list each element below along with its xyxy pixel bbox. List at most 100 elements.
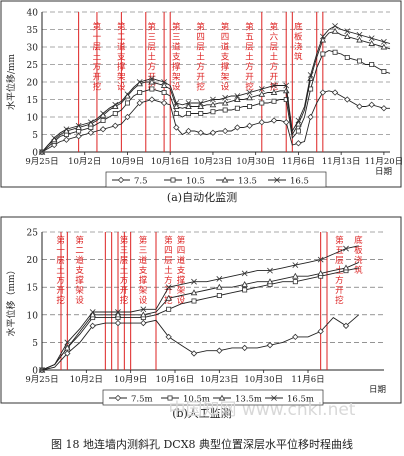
legend-marker	[170, 177, 176, 183]
stage-annotation-char: 道	[177, 255, 186, 266]
y-tick-label: 40	[27, 9, 39, 19]
stage-annotation-char: 方	[245, 62, 254, 73]
data-point	[246, 122, 253, 129]
y-tick-label: 25	[27, 229, 39, 239]
stage-annotation-char: 设	[117, 82, 126, 93]
stage-annotation-char: 三	[172, 33, 181, 43]
stage-annotation-char: 第	[93, 22, 102, 33]
data-point	[210, 96, 216, 103]
stage-annotation-char: 方	[164, 275, 173, 286]
stage-annotation-char: 道	[75, 255, 84, 266]
stage-annotation-char: 底	[354, 235, 363, 246]
stage-annotation-char: 层	[245, 43, 254, 53]
stage-annotation-char: 板	[354, 245, 363, 256]
stage-annotation-char: 方	[56, 275, 65, 286]
data-point	[140, 319, 147, 327]
series-line-7.5m	[41, 314, 359, 371]
watermark: 中国知网 www.cnki.net	[169, 400, 356, 420]
data-point	[343, 245, 349, 252]
data-point	[295, 128, 301, 134]
data-point	[100, 118, 106, 123]
x-tick-label: 11月6日	[291, 375, 324, 385]
stage-annotation-char: 方	[120, 275, 129, 286]
series-line-13.5	[41, 30, 391, 153]
stage-annotation-char: 第	[172, 22, 181, 33]
stage-annotation-char: 三	[120, 246, 129, 256]
legend-marker	[114, 394, 122, 402]
chart-caption: (b)人工监测	[172, 407, 232, 420]
stage-annotation-char: 道	[221, 42, 230, 53]
data-point	[246, 89, 253, 96]
y-tick-label: 30	[27, 44, 39, 54]
data-point	[160, 99, 168, 107]
data-point	[241, 281, 248, 287]
data-point	[221, 127, 229, 135]
data-point	[259, 100, 265, 106]
data-point	[295, 140, 302, 147]
stage-annotation-char: 第	[56, 235, 65, 246]
data-point	[115, 309, 121, 315]
stage-annotation-char: 第	[164, 235, 173, 246]
stage-annotation-char: 开	[164, 286, 173, 296]
stage-annotation: 第四道支撑架设	[177, 235, 186, 306]
x-tick-label: 10月2日	[70, 375, 103, 385]
y-axis-label: 水平位移/mm	[5, 53, 17, 110]
data-point	[148, 96, 156, 103]
data-point	[234, 124, 241, 131]
data-point	[344, 55, 350, 60]
data-point	[282, 87, 290, 94]
stage-annotation-char: 层	[196, 43, 205, 53]
figure-caption: 图 18 地连墙内测斜孔 DCX8 典型位置深层水平位移时程曲线	[51, 437, 353, 451]
stage-annotation-char: 架	[75, 286, 84, 296]
data-point	[380, 105, 388, 112]
data-point	[209, 101, 217, 108]
data-point	[161, 90, 167, 95]
stage-annotation-char: 架	[117, 73, 126, 83]
data-point	[221, 99, 229, 106]
data-point	[136, 99, 143, 107]
data-point	[173, 111, 179, 116]
stage-annotation-char: 方	[335, 275, 344, 286]
data-point	[368, 101, 375, 108]
stage-annotation: 第二道支撑架设	[75, 235, 84, 306]
chart-b: 0 5 10 15 20 25 9月25日 10月2日 10月9日 10月16日 10月23日 10月…	[0, 216, 402, 420]
data-point	[63, 126, 70, 133]
stage-annotation: 第一层土方开挖	[56, 235, 65, 306]
stage-annotation: 第四层土方开挖	[196, 22, 205, 93]
series-line-16.5m	[41, 245, 359, 371]
data-point	[317, 328, 324, 335]
x-tick-label: 10月30日	[244, 375, 283, 385]
stage-annotation-char: 支	[221, 52, 230, 63]
data-point	[332, 49, 338, 55]
stage-annotation: 第三道支撑架设	[172, 22, 181, 93]
data-point	[216, 276, 223, 282]
stage-annotation-char: 层	[335, 256, 344, 266]
data-point	[258, 119, 265, 126]
chart-caption: (a)自动化监测	[167, 190, 237, 204]
data-point	[356, 31, 363, 38]
data-point	[173, 100, 180, 106]
data-point	[89, 322, 96, 330]
stage-annotation-char: 挖	[93, 82, 102, 93]
stage-annotation-char: 五	[245, 33, 254, 43]
data-point	[241, 270, 248, 277]
data-point	[112, 101, 119, 108]
y-axis-label: 水平位移（mm）	[5, 265, 17, 336]
legend-marker	[117, 176, 125, 184]
data-point	[165, 284, 172, 291]
data-point	[266, 278, 274, 285]
stage-annotation-char: 开	[270, 73, 279, 83]
stage-annotation-char: 四	[196, 33, 205, 43]
data-point	[75, 122, 82, 129]
data-point	[319, 33, 326, 40]
stage-annotation-char: 开	[245, 73, 254, 83]
data-point	[368, 40, 375, 46]
stage-annotation: 第五层土方开挖	[335, 235, 344, 306]
data-point	[39, 367, 45, 373]
data-point	[89, 309, 96, 315]
series-line-16.5	[41, 25, 391, 153]
data-point	[222, 94, 229, 101]
data-point	[149, 86, 155, 92]
stage-annotation-char: 方	[148, 62, 157, 73]
legend-marker	[274, 177, 280, 183]
